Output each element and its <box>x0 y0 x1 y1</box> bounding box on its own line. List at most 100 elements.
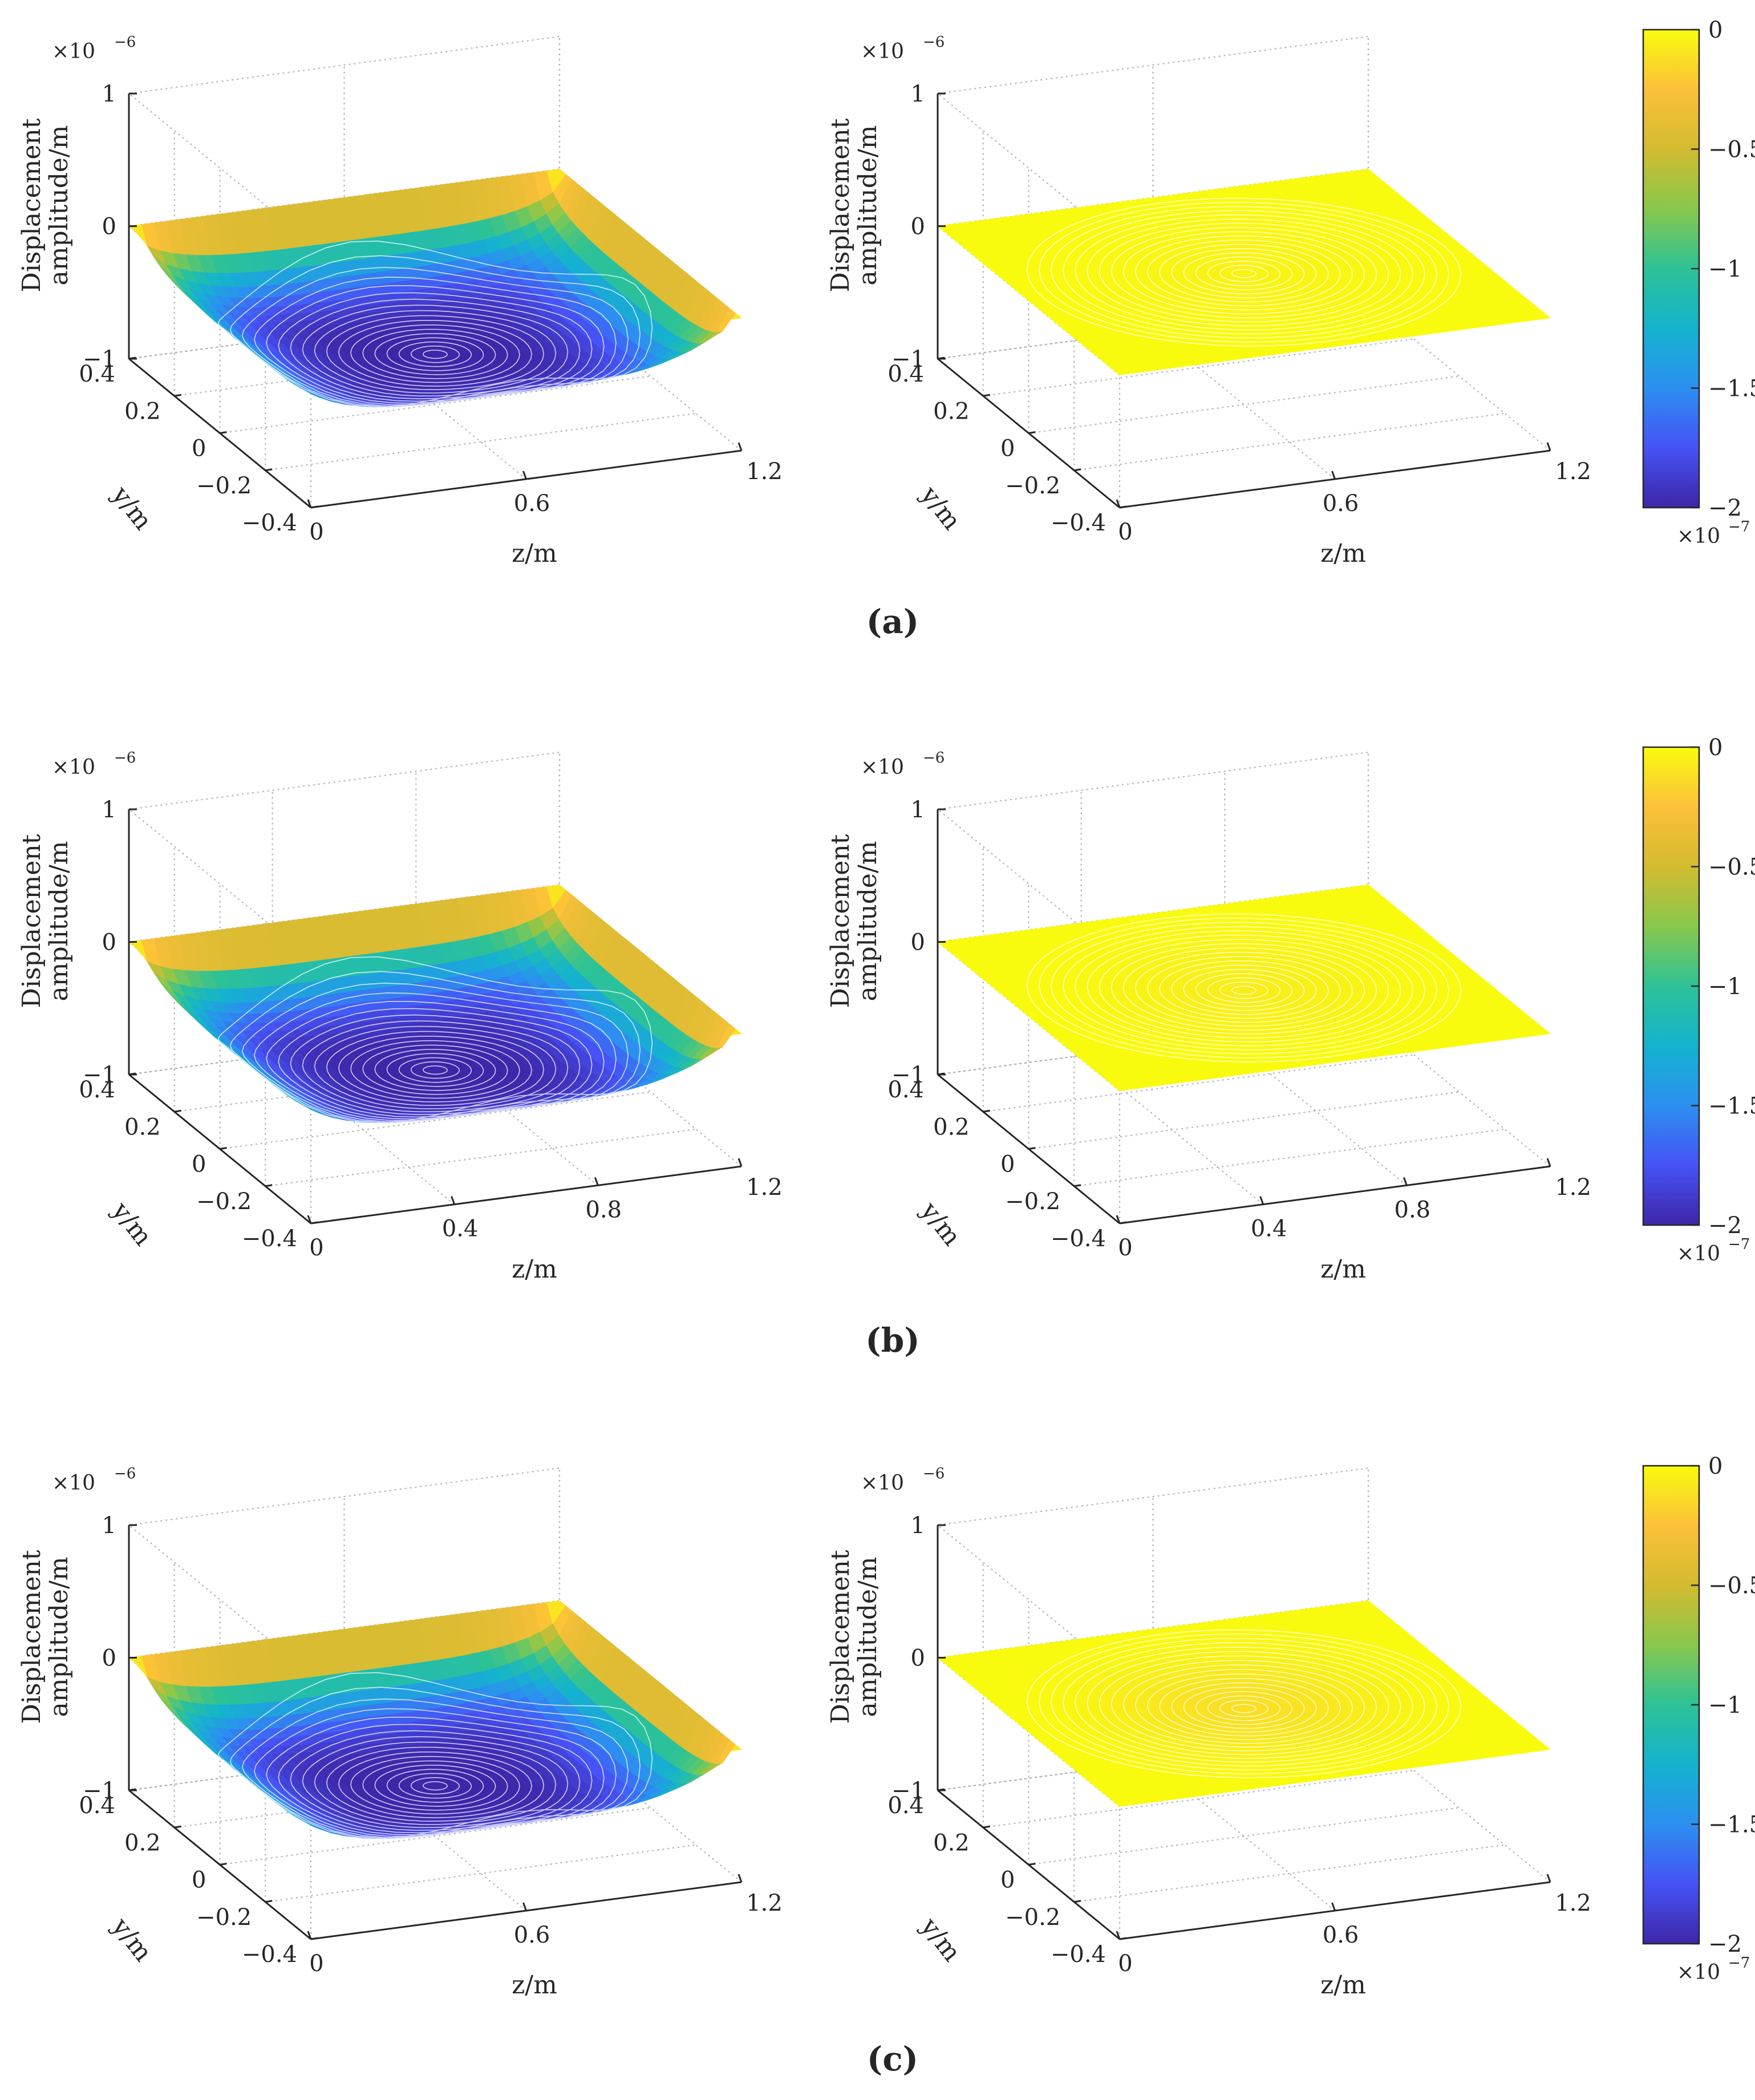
contour-line <box>302 305 569 397</box>
w-exponent-power: −6 <box>114 34 136 51</box>
y-tick-label: 0.2 <box>124 398 161 424</box>
surface-patch <box>1355 169 1375 176</box>
z-tick-label: 1.2 <box>1555 1174 1591 1201</box>
surface <box>937 885 1551 1091</box>
surface <box>128 1600 742 1839</box>
grid-line <box>220 1091 651 1150</box>
w-tick-label: 0 <box>911 214 925 240</box>
contour-line <box>1207 260 1281 286</box>
surface <box>937 169 1551 375</box>
y-tick-label: 0.2 <box>124 1114 161 1140</box>
y-tick <box>1119 505 1127 509</box>
y-tick <box>1074 1184 1081 1187</box>
contour-line <box>290 298 581 400</box>
y-tick-label: 0.4 <box>79 1077 115 1103</box>
contour-line <box>1050 206 1438 339</box>
y-tick-label: −0.4 <box>242 1226 297 1252</box>
w-tick-label: −1 <box>83 346 116 372</box>
w-tick-label: 1 <box>911 797 925 823</box>
xlabel: z/m <box>512 1255 557 1284</box>
y-tick-label: 0.4 <box>79 361 115 387</box>
contour-line <box>1122 231 1365 315</box>
surface-panel-2-0: 10−1×10 −60.40.20−0.2−0.4 00.61.2Displacem… <box>17 1465 783 2000</box>
contour-line <box>338 319 532 387</box>
y-tick-label: −0.4 <box>242 510 297 536</box>
y-tick <box>937 1072 945 1076</box>
grid-line <box>265 1128 696 1187</box>
xlabel: z/m <box>1320 1255 1366 1284</box>
z-axis-line <box>1119 1165 1551 1225</box>
grid-line <box>1028 375 1460 434</box>
z-tick <box>1331 471 1336 480</box>
xlabel: z/m <box>1320 539 1366 568</box>
grid-line <box>127 751 560 959</box>
w-exponent-label: ×10 <box>52 756 95 779</box>
grid-line <box>220 375 651 434</box>
w-tick-label: 1 <box>102 797 116 823</box>
z-tick <box>737 1158 743 1167</box>
y-tick <box>937 356 945 360</box>
contour-line <box>362 329 508 379</box>
z-tick <box>1259 1196 1264 1205</box>
grid-line <box>1028 1091 1460 1150</box>
w-exponent-label: ×10 <box>52 40 95 63</box>
w-exponent-power: −6 <box>923 749 945 767</box>
w-tick-label: −1 <box>891 346 925 372</box>
surface-panel-1-0: 10−1×10 −60.40.20−0.2−0.4 00.40.81.2Displa… <box>17 749 783 1284</box>
w-tick-label: 1 <box>102 81 116 107</box>
contour-line <box>314 310 557 394</box>
y-tick <box>1028 1147 1036 1150</box>
y-tick <box>1028 431 1036 434</box>
w-exponent-power: −6 <box>923 34 945 51</box>
panels-layer: 10−1×10 −60.40.20−0.2−0.4 00.61.2Displacem… <box>17 34 1591 2000</box>
y-tick <box>220 1147 227 1150</box>
y-tick-label: 0 <box>192 1152 206 1178</box>
contour-line <box>1110 226 1377 319</box>
z-tick <box>737 442 743 451</box>
surface-patch <box>546 169 566 193</box>
contour-line <box>1219 265 1269 282</box>
z-tick-label: 0 <box>1118 519 1132 545</box>
contour-line <box>386 337 484 371</box>
contour-line <box>350 324 520 383</box>
contour-lines <box>217 240 653 408</box>
zlabel-line2: amplitude/m <box>44 125 74 285</box>
grid-line <box>936 35 1369 243</box>
y-tick <box>310 505 318 509</box>
contour-line <box>326 315 545 391</box>
z-tick-label: 0.6 <box>514 490 550 517</box>
contour-line <box>374 333 496 375</box>
z-tick-label: 0 <box>309 1235 323 1261</box>
contour-line <box>1087 218 1401 327</box>
y-tick-label: −0.2 <box>196 1189 252 1215</box>
contour-line <box>1195 256 1293 291</box>
z-tick-label: 0.4 <box>1251 1216 1287 1242</box>
y-tick-label: −0.4 <box>1051 1226 1106 1252</box>
contour-line <box>1183 252 1305 295</box>
grid-line <box>983 338 1414 397</box>
y-tick-label: 0 <box>1000 1152 1015 1178</box>
ylabel: y/m <box>106 1197 158 1251</box>
y-tick-label: 0 <box>192 436 206 462</box>
y-tick <box>128 1072 136 1076</box>
grid-line <box>127 35 560 243</box>
y-tick-label: 0.2 <box>933 1114 970 1140</box>
w-tick-label: 0 <box>102 930 116 956</box>
z-tick <box>594 1177 599 1186</box>
w-tick-label: 0 <box>102 214 116 240</box>
y-tick <box>310 1221 318 1225</box>
z-tick-label: 0 <box>309 519 323 545</box>
surface-panel-0-1: 10−1×10 −60.40.20−0.2−0.4 00.61.2Displacem… <box>826 34 1591 568</box>
y-tick-label: −0.4 <box>1051 510 1106 536</box>
xlabel: z/m <box>512 539 557 568</box>
contour-line <box>1231 269 1257 278</box>
y-tick <box>265 1184 273 1187</box>
z-tick-label: 0.8 <box>1395 1197 1431 1223</box>
z-tick <box>451 1196 456 1205</box>
contour-line <box>229 255 641 408</box>
ylabel: y/m <box>915 1197 967 1251</box>
contour-line <box>423 350 448 359</box>
contour-line <box>398 341 472 367</box>
z-tick-label: 0.4 <box>442 1216 479 1242</box>
